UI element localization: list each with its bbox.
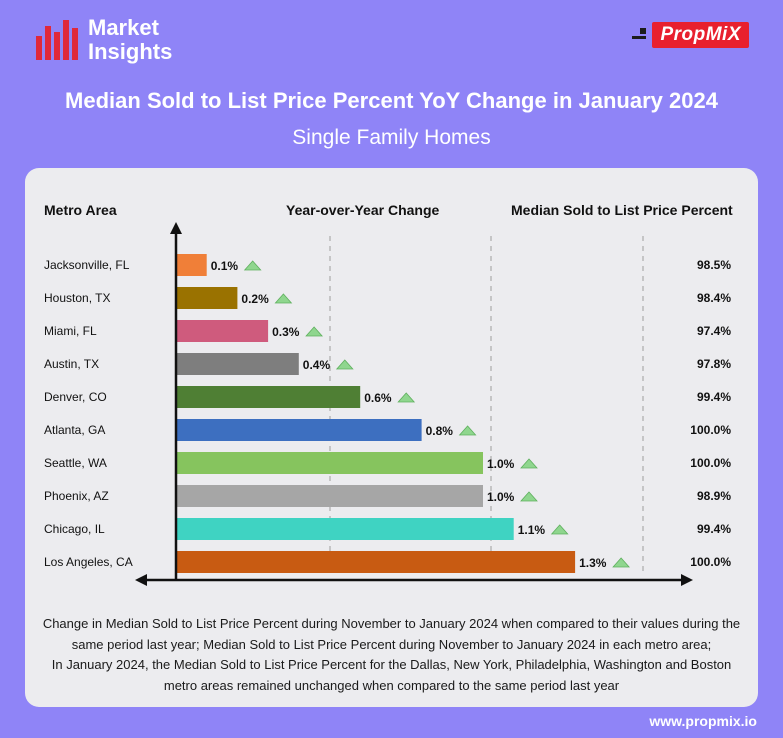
y-axis-arrow-icon bbox=[170, 222, 182, 234]
category-label: Austin, TX bbox=[44, 357, 99, 371]
median-value: 100.0% bbox=[690, 423, 731, 437]
up-arrow-icon bbox=[274, 293, 293, 304]
median-value: 98.4% bbox=[697, 291, 731, 305]
footnote: Change in Median Sold to List Price Perc… bbox=[25, 614, 758, 696]
pixel-mark-icon bbox=[632, 24, 650, 46]
bar-5 bbox=[176, 386, 361, 408]
logo-line-2: Insights bbox=[88, 39, 173, 64]
website-url: www.propmix.io bbox=[649, 713, 757, 729]
category-label: Los Angeles, CA bbox=[44, 555, 133, 569]
bar-7 bbox=[176, 452, 483, 474]
bar-chart-logo-icon bbox=[36, 20, 78, 60]
up-arrow-icon bbox=[612, 557, 630, 568]
value-label: 0.4% bbox=[303, 358, 331, 372]
category-label: Atlanta, GA bbox=[44, 423, 105, 437]
bar-4 bbox=[176, 353, 299, 375]
chart-subtitle: Single Family Homes bbox=[292, 126, 491, 149]
metro-area-header: Metro Area bbox=[44, 202, 117, 218]
median-value: 100.0% bbox=[690, 456, 731, 470]
bar-1 bbox=[176, 254, 207, 276]
value-label: 0.3% bbox=[272, 325, 300, 339]
up-arrow-icon bbox=[397, 392, 416, 403]
up-arrow-icon bbox=[243, 260, 262, 271]
bar-6 bbox=[176, 419, 422, 441]
logo-line-1: Market bbox=[88, 15, 159, 40]
category-label: Denver, CO bbox=[44, 390, 107, 404]
up-arrow-icon bbox=[550, 524, 569, 535]
bar-chart: Jacksonville, FL 0.1% 98.5% Houston, TX 0.2%… bbox=[44, 222, 731, 586]
bar-3 bbox=[176, 320, 269, 342]
chart-card: Metro Area Year-over-Year Change Median … bbox=[25, 168, 758, 707]
up-arrow-icon bbox=[335, 359, 354, 370]
footnote-line-4: metro areas remained unchanged when comp… bbox=[163, 677, 620, 693]
category-label: Jacksonville, FL bbox=[44, 258, 130, 272]
footnote-line-3: In January 2024, the Median Sold to List… bbox=[51, 657, 732, 672]
value-label: 0.6% bbox=[364, 391, 392, 405]
x-axis-left-arrow-icon bbox=[135, 574, 147, 586]
up-arrow-icon bbox=[305, 326, 323, 337]
market-insights-logo: Market Insights bbox=[36, 16, 172, 64]
value-label: 1.0% bbox=[487, 457, 515, 471]
median-value: 99.4% bbox=[697, 522, 731, 536]
category-label: Seattle, WA bbox=[44, 456, 107, 470]
x-axis-right-arrow-icon bbox=[681, 574, 693, 586]
footnote-line-1: Change in Median Sold to List Price Perc… bbox=[42, 616, 741, 631]
median-value: 100.0% bbox=[690, 555, 731, 569]
value-label: 0.2% bbox=[241, 292, 269, 306]
value-label: 1.1% bbox=[518, 523, 546, 537]
up-arrow-icon bbox=[458, 425, 477, 436]
median-value: 98.9% bbox=[697, 489, 731, 503]
bar-2 bbox=[176, 287, 238, 309]
median-header: Median Sold to List Price Percent bbox=[511, 202, 733, 218]
category-label: Houston, TX bbox=[44, 291, 110, 305]
up-arrow-icon bbox=[520, 491, 538, 502]
bar-10 bbox=[176, 551, 576, 573]
median-value: 98.5% bbox=[697, 258, 731, 272]
yoy-change-header: Year-over-Year Change bbox=[286, 202, 440, 218]
value-label: 1.0% bbox=[487, 490, 515, 504]
category-label: Phoenix, AZ bbox=[44, 489, 109, 503]
value-label: 0.8% bbox=[426, 424, 454, 438]
value-label: 1.3% bbox=[579, 556, 607, 570]
median-value: 97.8% bbox=[697, 357, 731, 371]
median-value: 97.4% bbox=[697, 324, 731, 338]
bar-9 bbox=[176, 518, 514, 540]
category-label: Chicago, IL bbox=[44, 522, 105, 536]
propmix-logo: PropMiX bbox=[632, 22, 749, 48]
median-value: 99.4% bbox=[697, 390, 731, 404]
up-arrow-icon bbox=[520, 458, 538, 469]
footnote-line-2: same period last year; Median Sold to Li… bbox=[71, 636, 712, 652]
bar-8 bbox=[176, 485, 483, 507]
value-label: 0.1% bbox=[211, 259, 239, 273]
category-label: Miami, FL bbox=[44, 324, 97, 338]
chart-title: Median Sold to List Price Percent YoY Ch… bbox=[65, 88, 718, 113]
brand-name: PropMiX bbox=[652, 22, 749, 48]
